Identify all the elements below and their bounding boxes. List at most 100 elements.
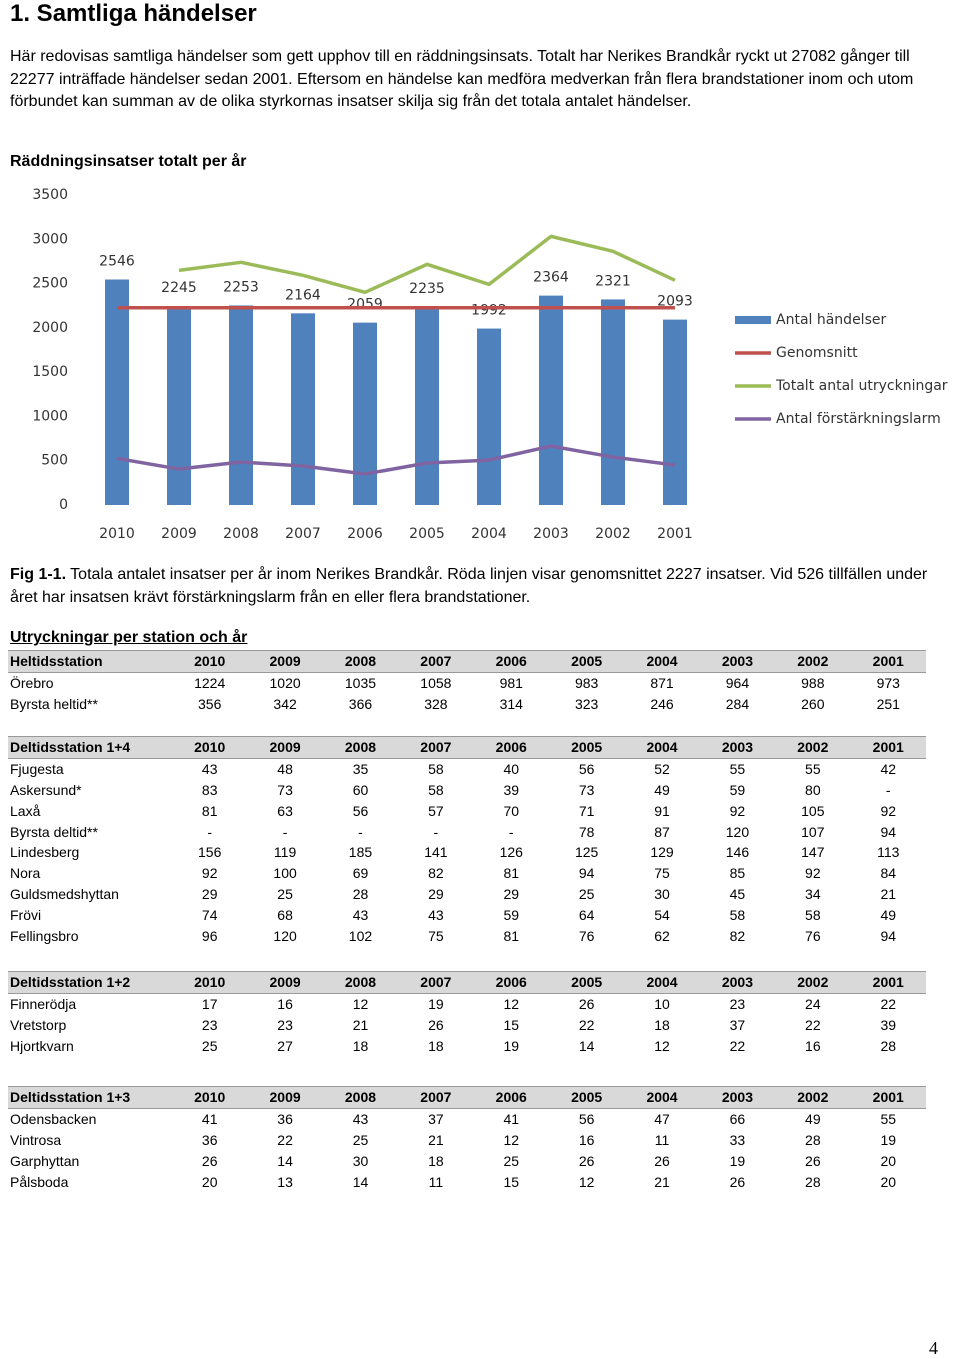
- cell: 28: [805, 1131, 821, 1148]
- cell: -: [207, 823, 213, 840]
- y-tick-label: 2500: [32, 276, 68, 292]
- cell: 23: [277, 1016, 293, 1033]
- row: Garphyttan 26 14 30 18 25 26 26 19 26 20: [8, 1150, 926, 1171]
- row: Fjugesta 43 48 35 58 40 56 52 55 55 42: [8, 758, 926, 779]
- intro: Här redovisas samtliga händelser som get…: [10, 48, 914, 110]
- header-cell: 2005: [548, 1086, 625, 1109]
- line: [116, 444, 676, 476]
- header-cell: 2001: [850, 1086, 926, 1109]
- heading: 1. Samtliga händelser: [10, 0, 257, 27]
- table: Deltidsstation 1+3 2010 2009 2008 2007 2006 20…: [8, 1086, 926, 1192]
- y-tick-label: 1000: [32, 408, 68, 424]
- cell: 75: [428, 927, 444, 944]
- bar: [105, 279, 129, 505]
- cell: 43: [352, 906, 369, 923]
- cell: 156: [198, 844, 222, 861]
- cell: 26: [578, 996, 595, 1013]
- cell: 47: [654, 1111, 670, 1128]
- cell: 314: [499, 695, 523, 712]
- header-cell: 2002: [775, 736, 851, 759]
- cell: 87: [654, 823, 670, 840]
- cell: 126: [499, 844, 523, 861]
- cell: 981: [499, 675, 523, 692]
- header-cell: Deltidsstation 1+3: [8, 1086, 172, 1109]
- cell: 260: [801, 695, 825, 712]
- cell: Frövi: [10, 906, 42, 923]
- cell: 28: [805, 1173, 821, 1190]
- cell: Fellingsbro: [10, 927, 79, 944]
- header-cell: 2008: [322, 736, 399, 759]
- cell: 55: [729, 761, 746, 778]
- legend-label: Antal händelser: [776, 312, 886, 328]
- cell: 29: [201, 885, 218, 902]
- header-cell: 2006: [473, 971, 549, 994]
- header-row: Deltidsstation 1+3 2010 2009 2008 2007 2006 20…: [8, 1086, 926, 1109]
- cell: 34: [805, 885, 821, 902]
- bar: [539, 295, 563, 505]
- header-cell: 2006: [473, 1086, 549, 1109]
- cell: 22: [578, 1016, 595, 1033]
- cell: 342: [273, 695, 297, 712]
- row: Hjortkvarn 25 27 18 18 19 14 12 22 16 28: [8, 1035, 926, 1056]
- cell: Örebro: [10, 675, 54, 692]
- cell: -: [885, 781, 891, 798]
- header-cell: 2009: [247, 650, 323, 673]
- cell: 185: [348, 844, 373, 861]
- cell: 76: [805, 927, 821, 944]
- cell: 94: [880, 927, 897, 944]
- header-cell: 2002: [775, 1086, 851, 1109]
- row: Örebro 1224 1020 1035 1058 981 983 871 964 988 973: [8, 672, 926, 693]
- cell: 22: [880, 996, 897, 1013]
- row: Odensbacken 41 36 43 37 41 56 47 66 49 55: [8, 1108, 926, 1129]
- cell: 26: [428, 1016, 444, 1033]
- cell: 55: [805, 761, 821, 778]
- cell: 33: [729, 1131, 746, 1148]
- row: Fellingsbro 96 120 102 75 81 76 62 82 76 94: [8, 925, 926, 946]
- legend-label: Genomsnitt: [776, 345, 858, 361]
- cell: 39: [503, 781, 520, 798]
- cell: 246: [650, 695, 674, 712]
- cell: 18: [352, 1037, 369, 1054]
- cell: 48: [277, 761, 293, 778]
- row: Askersund* 83 73 60 58 39 73 49 59 80 -: [8, 780, 926, 801]
- header-cell: 2001: [850, 650, 926, 673]
- legend-swatch: [735, 316, 771, 324]
- cell: 59: [503, 906, 520, 923]
- cell: 120: [273, 927, 297, 944]
- legend-label: Totalt antal utryckningar: [775, 378, 948, 394]
- cell: 14: [578, 1037, 595, 1054]
- bar-label: 2546: [99, 253, 135, 269]
- cell: 20: [201, 1173, 218, 1190]
- cell: 12: [352, 996, 369, 1013]
- cell: Vretstorp: [10, 1016, 67, 1033]
- cell: 147: [801, 844, 825, 861]
- header-cell: Deltidsstation 1+4: [8, 736, 172, 759]
- cell: 23: [201, 1016, 218, 1033]
- cell: 366: [348, 695, 373, 712]
- cell: 64: [578, 906, 595, 923]
- row: Frövi 74 68 43 43 59 64 54 58 58 49: [8, 904, 926, 925]
- header-cell: 2009: [247, 1086, 323, 1109]
- cell: 56: [578, 1111, 595, 1128]
- x-tick-label: 2001: [657, 526, 693, 542]
- cell: 81: [503, 927, 520, 944]
- bar: [477, 328, 501, 505]
- cell: -: [282, 823, 288, 840]
- cell: 43: [428, 906, 444, 923]
- bar-label: 1992: [471, 303, 507, 319]
- cell: 129: [650, 844, 674, 861]
- cell: 70: [503, 802, 520, 819]
- cell: 19: [428, 996, 444, 1013]
- cell: 92: [729, 802, 746, 819]
- header-cell: Deltidsstation 1+2: [8, 971, 172, 994]
- bar-label: 2245: [161, 280, 197, 296]
- cell: 18: [428, 1037, 444, 1054]
- cell: 26: [805, 1152, 821, 1169]
- header-cell: 2007: [398, 736, 474, 759]
- cell: 983: [574, 675, 599, 692]
- cell: 113: [877, 844, 900, 861]
- row: Finnerödja 17 16 12 19 12 26 10 23 24 22: [8, 993, 926, 1014]
- cell: 973: [876, 675, 900, 692]
- cell: Lindesberg: [10, 844, 80, 861]
